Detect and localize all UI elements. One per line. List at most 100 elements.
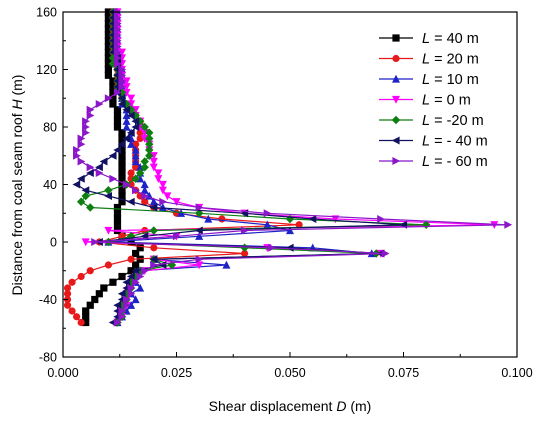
- data-point: [82, 123, 90, 131]
- x-axis-label: Shear displacement D (m): [209, 398, 372, 414]
- data-point: [122, 77, 131, 86]
- x-tick-label: 0.100: [501, 366, 532, 380]
- legend-marker: [391, 115, 401, 125]
- data-point: [127, 169, 135, 177]
- data-point: [113, 221, 122, 229]
- data-point: [145, 140, 154, 149]
- x-axis-label-var: D: [336, 398, 346, 414]
- data-point: [145, 145, 154, 155]
- legend-item: L = - 40 m: [379, 134, 488, 150]
- data-point: [109, 88, 117, 97]
- data-point: [104, 60, 112, 68]
- legend-marker: [392, 54, 400, 63]
- data-point: [81, 186, 90, 195]
- legend-item: L = 40 m: [379, 31, 479, 47]
- data-point: [118, 192, 126, 200]
- legend-label: L = 40 m: [422, 31, 479, 47]
- data-point: [127, 140, 136, 148]
- data-point: [104, 14, 112, 22]
- data-point: [113, 209, 122, 217]
- data-point: [140, 186, 149, 194]
- data-point: [113, 123, 122, 131]
- data-point: [77, 140, 86, 149]
- legend-label-var: L: [422, 134, 430, 150]
- legend-label-value: = 40 m: [430, 31, 479, 47]
- data-point: [140, 122, 149, 132]
- data-point: [63, 284, 72, 292]
- data-point: [86, 301, 94, 309]
- data-point: [118, 186, 126, 194]
- data-point: [113, 203, 122, 212]
- data-point: [150, 261, 158, 269]
- data-point: [118, 307, 127, 315]
- legend-label-value: = 0 m: [430, 93, 471, 109]
- data-point: [118, 82, 127, 91]
- data-point: [104, 65, 112, 74]
- legend-label-var: L: [422, 72, 430, 88]
- data-point: [127, 267, 135, 275]
- data-point: [145, 151, 154, 160]
- data-point: [149, 255, 158, 264]
- data-point: [117, 94, 126, 103]
- data-point: [127, 94, 136, 103]
- data-point: [131, 157, 140, 166]
- data-point: [77, 134, 86, 143]
- data-point: [118, 198, 126, 206]
- legend-label: L = - 60 m: [422, 154, 488, 170]
- data-point: [68, 278, 76, 286]
- data-point: [195, 232, 204, 240]
- data-point: [104, 226, 113, 235]
- data-point: [73, 151, 81, 160]
- data-point: [126, 128, 135, 137]
- data-point: [109, 100, 117, 108]
- legend-label-var: L: [422, 31, 430, 47]
- data-point: [195, 255, 204, 264]
- data-point: [99, 157, 108, 166]
- data-point: [113, 42, 122, 51]
- data-point: [140, 157, 149, 166]
- legend-item: L = 0 m: [379, 93, 471, 109]
- data-point: [141, 198, 149, 206]
- data-point: [240, 243, 249, 252]
- data-point: [159, 197, 168, 206]
- data-point: [126, 197, 135, 206]
- data-point: [81, 238, 90, 247]
- legend-label: L = 10 m: [422, 72, 479, 88]
- data-point: [73, 146, 81, 154]
- data-point: [77, 157, 86, 166]
- y-tick-label: 80: [43, 121, 57, 135]
- legend-label-value: = -20 m: [430, 113, 484, 129]
- data-point: [104, 25, 112, 33]
- legend-label-var: L: [422, 93, 430, 109]
- data-point: [81, 191, 90, 201]
- data-point: [86, 163, 95, 172]
- data-point: [127, 255, 135, 263]
- data-point: [136, 244, 144, 252]
- y-axis-label-text: Distance from coal seam roof: [9, 110, 25, 296]
- data-point: [109, 94, 117, 102]
- data-point: [82, 128, 90, 137]
- data-point: [118, 129, 126, 137]
- data-point: [127, 284, 136, 292]
- data-point: [86, 105, 95, 114]
- x-tick-label: 0.000: [47, 366, 78, 380]
- data-point: [113, 48, 122, 57]
- data-point: [113, 13, 122, 22]
- data-point: [177, 209, 186, 217]
- data-point: [104, 94, 113, 103]
- data-point: [118, 146, 126, 154]
- data-point: [195, 203, 204, 212]
- data-point: [77, 272, 85, 281]
- data-point: [140, 180, 149, 189]
- data-point: [132, 186, 140, 195]
- x-axis-label-text: Shear displacement: [209, 398, 337, 414]
- data-point: [104, 48, 112, 56]
- data-point: [113, 88, 122, 97]
- data-point: [118, 157, 126, 166]
- data-point: [122, 122, 131, 131]
- legend: L = 40 mL = 20 mL = 10 mL = 0 mL = -20 m…: [379, 31, 488, 170]
- data-point: [113, 318, 122, 327]
- data-point: [149, 197, 158, 206]
- data-point: [113, 31, 122, 39]
